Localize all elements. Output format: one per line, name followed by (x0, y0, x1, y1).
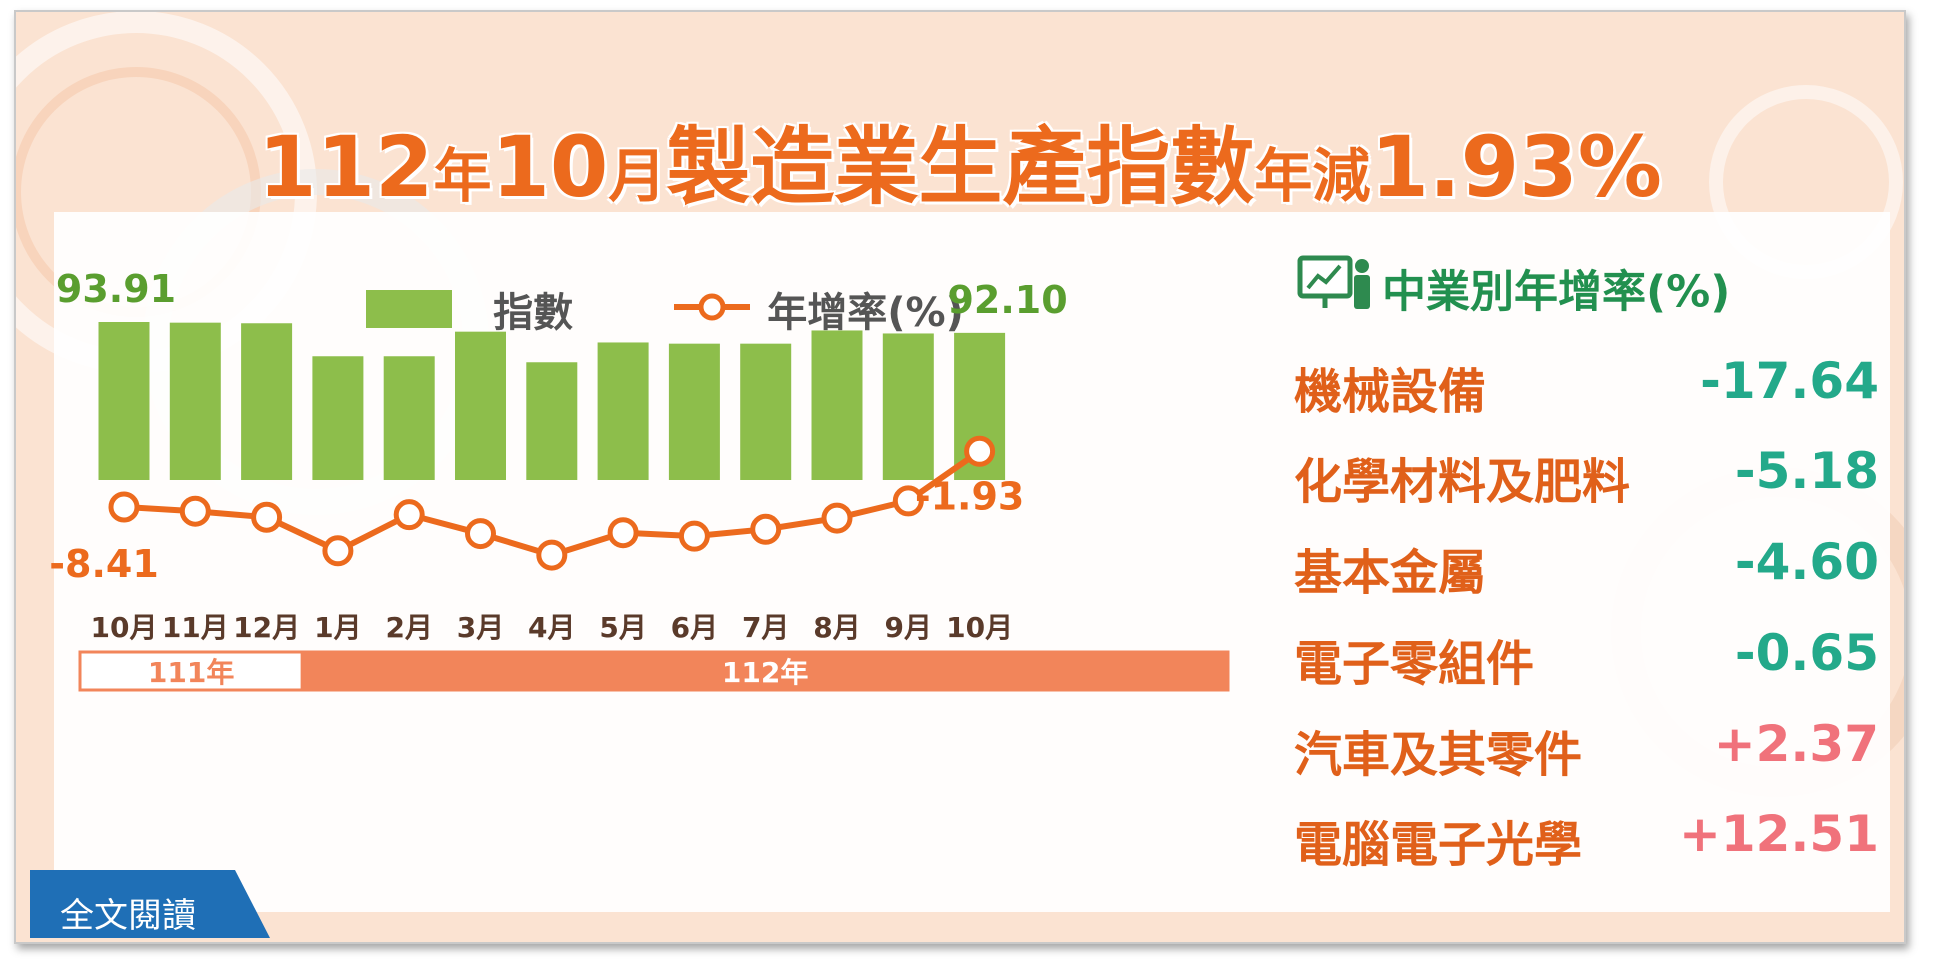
x-tick-label: 6月 (671, 611, 718, 644)
infographic-card: 112年10月製造業生產指數年減1.93% 指數 年增率(%) 93.91 92.… (14, 10, 1906, 944)
x-tick-label: 1月 (314, 611, 361, 644)
growth-rate-point (607, 517, 639, 549)
read-all-label[interactable]: 全文閱讀 (60, 896, 196, 936)
industry-name: 機械設備 (1294, 364, 1487, 420)
data-label: 93.91 (56, 267, 176, 311)
x-tick-label: 4月 (528, 611, 575, 644)
growth-rate-point (964, 435, 996, 467)
x-tick-label: 10月 (946, 611, 1013, 644)
industry-row: 電子零組件 -0.65 (1294, 624, 1879, 694)
growth-rate-point (108, 491, 140, 523)
x-tick-label: 9月 (885, 611, 932, 644)
growth-rate-point (536, 539, 568, 571)
growth-rate-point (251, 501, 283, 533)
year-group-label: 112年 (722, 656, 808, 689)
industry-row: 化學材料及肥料 -5.18 (1294, 442, 1879, 512)
growth-rate-point (821, 502, 853, 534)
legend-index-label: 指數 (493, 290, 574, 336)
industry-name: 電子零組件 (1294, 636, 1535, 692)
page-title: 112年10月製造業生產指數年減1.93% (258, 118, 1662, 216)
legend-line-swatch (674, 292, 751, 326)
read-all-button[interactable]: 全文閱讀 (30, 870, 270, 938)
industry-growth-value: -5.18 (1734, 442, 1879, 500)
x-tick-label: 2月 (385, 611, 432, 644)
data-label: 92.10 (947, 278, 1067, 322)
industry-name: 化學材料及肥料 (1294, 454, 1631, 510)
chart-legend: 指數 年增率(%) (366, 280, 964, 338)
presentation-chart-icon (1296, 252, 1376, 323)
legend-rate-label: 年增率(%) (767, 290, 964, 336)
data-label: -8.41 (49, 542, 159, 586)
industry-name: 電腦電子光學 (1294, 817, 1583, 873)
industry-growth-value: -0.65 (1734, 624, 1879, 682)
year-group-bar (78, 650, 304, 692)
x-tick-label: 8月 (813, 611, 860, 644)
index-bar (98, 322, 150, 480)
x-tick-label: 5月 (599, 611, 646, 644)
industry-growth-value: +2.37 (1713, 715, 1879, 773)
growth-rate-point (678, 520, 710, 552)
growth-rate-point (892, 485, 924, 517)
industry-row: 電腦電子光學 +12.51 (1294, 805, 1879, 875)
growth-rate-point (393, 499, 425, 531)
index-bar (740, 343, 792, 480)
index-bar (455, 331, 506, 480)
legend-bar-swatch (366, 290, 452, 328)
index-bar (312, 356, 364, 480)
industry-growth-value: -4.60 (1734, 533, 1879, 591)
industry-row: 機械設備 -17.64 (1294, 352, 1879, 422)
x-tick-label: 3月 (457, 611, 504, 644)
index-bar (383, 356, 435, 480)
chart-panel (54, 212, 1890, 912)
index-bar (169, 322, 221, 480)
industry-row: 汽車及其零件 +2.37 (1294, 715, 1879, 785)
index-bar (882, 333, 934, 480)
index-bar (668, 343, 720, 480)
x-tick-label: 7月 (742, 611, 789, 644)
x-tick-label: 12月 (233, 611, 300, 644)
industry-name: 基本金屬 (1294, 545, 1487, 601)
industry-heading: 中業別年增率(%) (1296, 252, 1730, 323)
industry-growth-value: +12.51 (1678, 805, 1879, 863)
x-tick-label: 11月 (162, 611, 229, 644)
growth-rate-point (465, 518, 496, 550)
index-bar (526, 362, 578, 480)
year-group-label: 111年 (148, 656, 234, 689)
data-label: -1.93 (915, 474, 1025, 518)
year-group-bar (300, 650, 1230, 692)
growth-rate-point (179, 495, 211, 527)
industry-name: 汽車及其零件 (1294, 727, 1583, 783)
industry-growth-value: -17.64 (1700, 352, 1879, 410)
x-tick-label: 10月 (91, 611, 158, 644)
index-bar (811, 330, 863, 480)
growth-rate-point (322, 535, 354, 567)
industry-heading-label: 中業別年增率(%) (1382, 266, 1731, 318)
index-bar (241, 323, 293, 480)
industry-row: 基本金屬 -4.60 (1294, 533, 1879, 603)
growth-rate-point (750, 513, 782, 545)
index-bar (597, 342, 649, 480)
